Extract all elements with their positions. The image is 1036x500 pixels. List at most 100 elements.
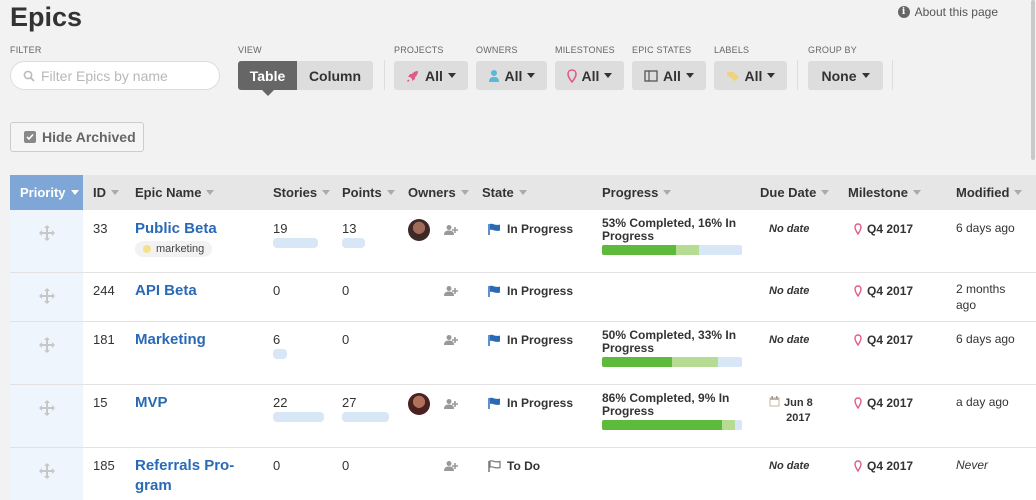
milestone-cell[interactable]: Q4 2017 bbox=[854, 222, 913, 236]
table-row[interactable]: 244 API Beta 0 0 In Progress No date Q4 … bbox=[10, 273, 1036, 322]
avatar[interactable] bbox=[408, 393, 430, 415]
drag-handle[interactable] bbox=[10, 322, 83, 384]
group-by-value: None bbox=[821, 67, 857, 84]
due-date-text: Jun 8 2017 bbox=[784, 396, 813, 426]
search-input[interactable] bbox=[41, 67, 201, 84]
column-milestone[interactable]: Milestone bbox=[848, 175, 921, 210]
table-row[interactable]: 15 MVP 22 27 In Progress 86% Completed, … bbox=[10, 385, 1036, 448]
add-owner-icon[interactable] bbox=[444, 398, 458, 410]
flag-filled-icon bbox=[488, 397, 500, 409]
view-table-button[interactable]: Table bbox=[238, 61, 297, 96]
avatar[interactable] bbox=[408, 219, 430, 241]
owners-value: All bbox=[504, 67, 523, 84]
milestone-cell[interactable]: Q4 2017 bbox=[854, 284, 913, 298]
epic-states-value: All bbox=[663, 67, 681, 84]
epic-name-link[interactable]: MVP bbox=[135, 394, 168, 411]
hide-archived-label: Hide Archived bbox=[42, 129, 136, 145]
milestone-cell[interactable]: Q4 2017 bbox=[854, 459, 913, 473]
epic-name-link[interactable]: Referrals Pro- gram bbox=[135, 456, 234, 496]
move-icon bbox=[38, 225, 55, 241]
drag-handle[interactable] bbox=[10, 448, 83, 500]
column-due-date[interactable]: Due Date bbox=[760, 175, 830, 210]
points-bar bbox=[342, 412, 389, 422]
column-modified[interactable]: Modified bbox=[956, 175, 1023, 210]
table-row[interactable]: 185 Referrals Pro- gram 0 0 To Do No dat… bbox=[10, 448, 1036, 500]
map-pin-icon bbox=[854, 223, 862, 235]
filter-label: FILTER bbox=[10, 45, 42, 55]
group-by-label: GROUP BY bbox=[808, 45, 857, 55]
table-row[interactable]: 181 Marketing 6 0 In Progress 50% Comple… bbox=[10, 322, 1036, 385]
view-toggle: Table Column bbox=[238, 61, 373, 96]
caret-down-icon bbox=[460, 190, 469, 195]
about-link[interactable]: i About this page bbox=[897, 5, 998, 19]
hide-archived-toggle[interactable]: Hide Archived bbox=[10, 122, 144, 152]
map-pin-icon bbox=[854, 397, 862, 409]
drag-handle[interactable] bbox=[10, 385, 83, 447]
epic-id: 244 bbox=[93, 283, 115, 298]
column-progress[interactable]: Progress bbox=[602, 175, 672, 210]
columns-icon bbox=[644, 69, 658, 82]
caret-down-icon bbox=[767, 73, 776, 78]
stories-count: 0 bbox=[273, 458, 281, 473]
divider bbox=[797, 60, 798, 90]
add-owner-icon[interactable] bbox=[444, 460, 458, 472]
scrollbar[interactable] bbox=[1031, 0, 1035, 160]
add-owner-icon[interactable] bbox=[444, 224, 458, 236]
add-owner-icon[interactable] bbox=[444, 285, 458, 297]
search-field[interactable] bbox=[10, 61, 220, 90]
labels-dropdown[interactable]: All bbox=[714, 61, 787, 90]
search-icon bbox=[23, 70, 35, 82]
column-points[interactable]: Points bbox=[342, 175, 395, 210]
epic-name-line: gram bbox=[135, 477, 172, 494]
drag-handle[interactable] bbox=[10, 273, 83, 321]
progress-completed bbox=[602, 357, 672, 367]
milestones-dropdown[interactable]: All bbox=[555, 61, 624, 90]
epic-name-link[interactable]: Public Beta bbox=[135, 220, 217, 237]
caret-down-icon bbox=[70, 190, 79, 195]
drag-handle[interactable] bbox=[10, 210, 83, 272]
epic-cell: Public Beta marketing bbox=[135, 219, 217, 257]
caret-down-icon bbox=[447, 73, 456, 78]
column-state[interactable]: State bbox=[482, 175, 527, 210]
milestone-cell[interactable]: Q4 2017 bbox=[854, 396, 913, 410]
divider bbox=[892, 60, 893, 90]
column-id[interactable]: ID bbox=[93, 175, 119, 210]
group-by-dropdown[interactable]: None bbox=[808, 61, 883, 90]
column-epic-name[interactable]: Epic Name bbox=[135, 175, 215, 210]
column-priority[interactable]: Priority bbox=[10, 175, 83, 210]
caret-down-icon bbox=[861, 73, 870, 78]
caret-down-icon bbox=[685, 73, 694, 78]
due-date: No date bbox=[769, 223, 810, 235]
modified-date: 6 days ago bbox=[956, 332, 1015, 346]
milestone-cell[interactable]: Q4 2017 bbox=[854, 333, 913, 347]
points-count: 0 bbox=[342, 283, 350, 298]
epic-states-dropdown[interactable]: All bbox=[632, 61, 706, 90]
label-badge[interactable]: marketing bbox=[135, 241, 213, 257]
progress-completed bbox=[602, 420, 723, 430]
stories-count: 6 bbox=[273, 332, 281, 347]
milestone-label: Q4 2017 bbox=[867, 222, 914, 236]
points-count: 27 bbox=[342, 395, 357, 410]
epic-name-link[interactable]: Marketing bbox=[135, 331, 206, 348]
projects-value: All bbox=[425, 67, 443, 84]
view-column-button[interactable]: Column bbox=[297, 61, 373, 90]
epic-name-link[interactable]: API Beta bbox=[135, 282, 197, 299]
owners-dropdown[interactable]: All bbox=[476, 61, 547, 90]
column-owners[interactable]: Owners bbox=[408, 175, 469, 210]
caret-down-icon bbox=[518, 190, 527, 195]
owners-cell bbox=[444, 460, 458, 475]
points-count: 0 bbox=[342, 332, 350, 347]
epics-table: Priority ID Epic Name Stories Points Own… bbox=[10, 175, 1036, 500]
column-stories[interactable]: Stories bbox=[273, 175, 331, 210]
column-priority-label: Priority bbox=[20, 185, 66, 200]
due-date-line: Jun 8 bbox=[784, 397, 813, 409]
add-owner-icon[interactable] bbox=[444, 334, 458, 346]
points-cell: 27 bbox=[342, 395, 389, 422]
tag-icon bbox=[726, 71, 739, 81]
labels-value: All bbox=[744, 67, 763, 84]
table-row[interactable]: 33 Public Beta marketing 19 13 In Progre… bbox=[10, 210, 1036, 273]
epic-cell: API Beta bbox=[135, 281, 197, 301]
projects-dropdown[interactable]: All bbox=[394, 61, 468, 90]
caret-down-icon bbox=[663, 190, 672, 195]
due-date: Jun 8 2017 bbox=[769, 396, 813, 426]
